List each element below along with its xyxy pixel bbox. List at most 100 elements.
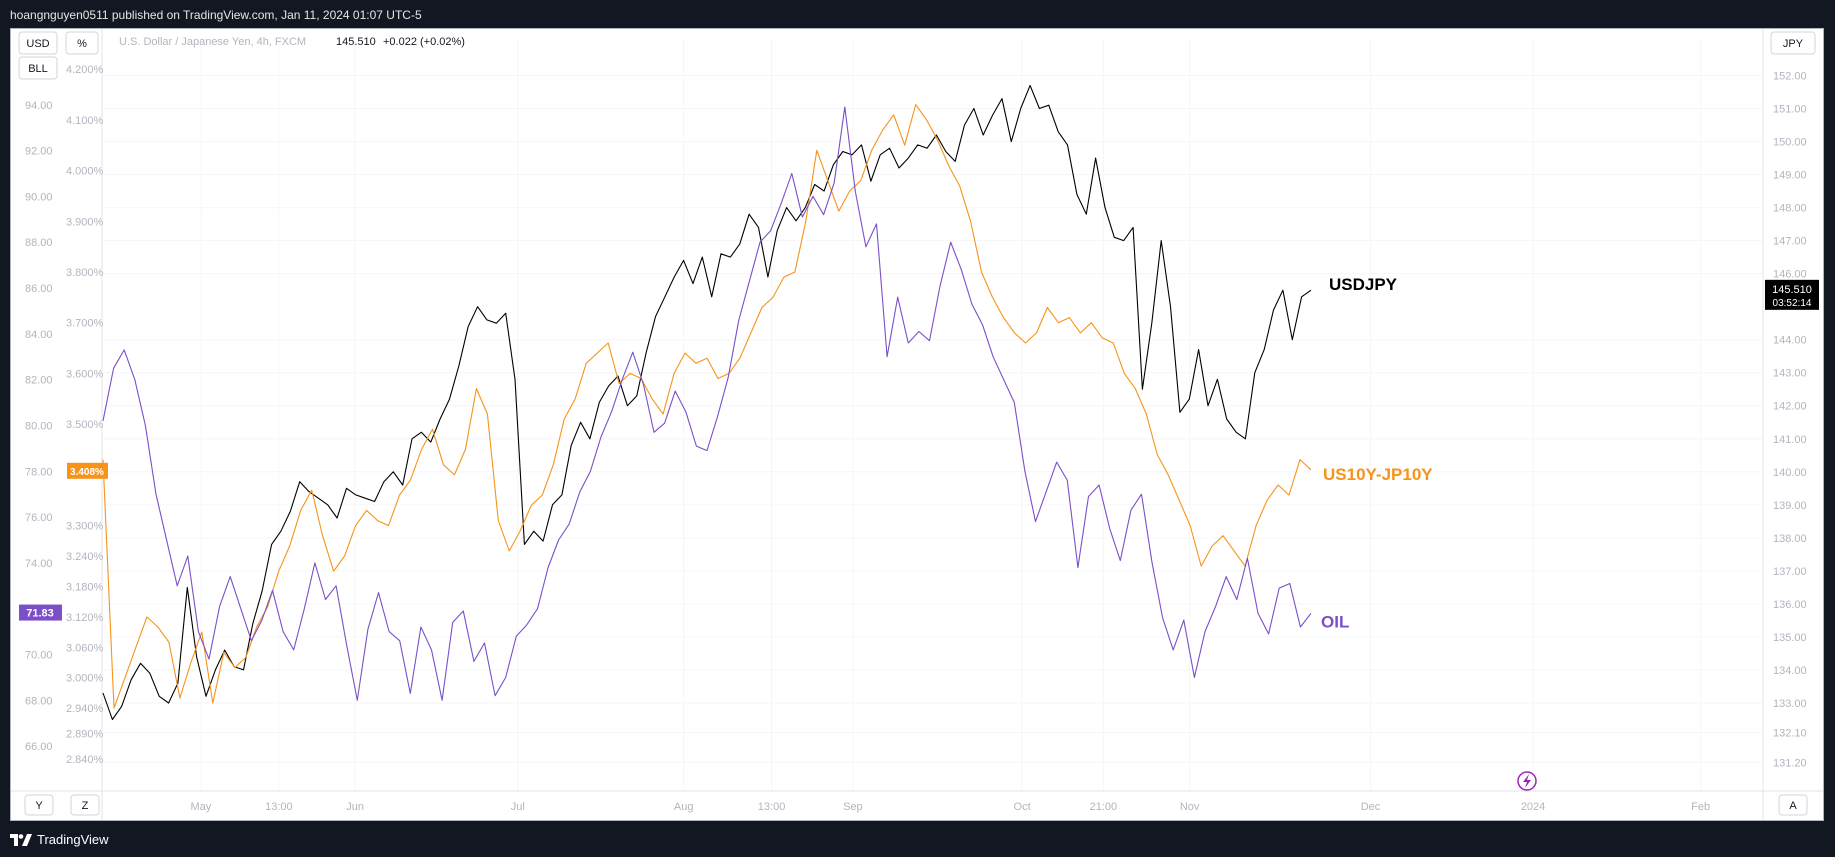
series-name-label: US10Y-JP10Y <box>1323 465 1433 484</box>
right-axis-tick-label: 148.00 <box>1773 203 1807 215</box>
svg-text:Y: Y <box>35 800 43 812</box>
right-axis-tick-label: 133.00 <box>1773 698 1807 710</box>
scale-button-a[interactable]: A <box>1778 794 1808 816</box>
x-axis-tick-label: 13:00 <box>265 801 293 813</box>
axes-layer: 152.00 151.00 150.00 149.00 148.00 147.00 146.… <box>25 64 1807 813</box>
left-axis-spread-tick-label: 3.000% <box>66 673 104 685</box>
x-axis-tick-label: Nov <box>1180 801 1200 813</box>
left-axis-spread-tick-label: 3.900% <box>66 216 104 228</box>
right-axis-tick-label: 149.00 <box>1773 170 1807 182</box>
legend-change: +0.022 (+0.02%) <box>383 36 465 48</box>
left-axis-spread-tick-label: 4.100% <box>66 115 104 127</box>
chart-frame[interactable]: 152.00 151.00 150.00 149.00 148.00 147.00 146.… <box>10 28 1824 821</box>
left-axis-oil-tick-label: 76.00 <box>25 512 53 524</box>
x-axis-tick-label: Jun <box>346 801 364 813</box>
left-axis-spread-tick-label: 3.120% <box>66 612 104 624</box>
left-axis-oil-tick-label: 68.00 <box>25 695 53 707</box>
svg-text:%: % <box>77 38 87 50</box>
right-axis-tick-label: 143.00 <box>1773 368 1807 380</box>
left-axis-oil-tick-label: 78.00 <box>25 466 53 478</box>
right-axis-tick-label: 147.00 <box>1773 236 1807 248</box>
x-axis-tick-label: Dec <box>1361 801 1381 813</box>
lightning-icon[interactable] <box>1517 771 1537 791</box>
right-axis-tick-label: 142.00 <box>1773 401 1807 413</box>
labels-layer: USDJPY US10Y-JP10Y OIL 3.408% 71.83 145.510 03… <box>19 275 1819 631</box>
right-axis-tick-label: 131.20 <box>1773 757 1807 769</box>
right-axis-tick-label: 134.00 <box>1773 665 1807 677</box>
x-axis-tick-label: Jul <box>511 801 525 813</box>
scale-button-percent[interactable]: % <box>65 31 99 55</box>
left-axis-spread-tick-label: 2.890% <box>66 729 104 741</box>
spread-last-value-text: 3.408% <box>70 467 104 478</box>
left-axis-oil-tick-label: 86.00 <box>25 283 53 295</box>
svg-text:Z: Z <box>82 800 89 812</box>
left-axis-oil-tick-label: 84.00 <box>25 329 53 341</box>
series-line-oil[interactable] <box>102 106 1312 701</box>
left-axis-oil-tick-label: 66.00 <box>25 741 53 753</box>
x-axis-tick-label: 21:00 <box>1090 801 1118 813</box>
x-axis-tick-label: 2024 <box>1521 801 1545 813</box>
x-axis-tick-label: Aug <box>674 801 694 813</box>
scale-button-z[interactable]: Z <box>70 794 100 816</box>
series-name-label: OIL <box>1321 612 1349 631</box>
publish-info: hoangnguyen0511 published on TradingView… <box>10 8 422 22</box>
usdjpy-countdown-text: 03:52:14 <box>1773 298 1812 309</box>
left-axis-spread-tick-label: 2.940% <box>66 703 104 715</box>
left-axis-oil-tick-label: 80.00 <box>25 420 53 432</box>
right-axis-tick-label: 135.00 <box>1773 632 1807 644</box>
usdjpy-price-text: 145.510 <box>1772 284 1812 296</box>
grid-layer <box>103 39 1762 791</box>
scale-button-usd[interactable]: USD <box>18 31 58 55</box>
tradingview-brand: TradingView <box>37 832 109 847</box>
x-axis-tick-label: Feb <box>1691 801 1710 813</box>
left-axis-spread-tick-label: 2.840% <box>66 754 104 766</box>
right-axis-tick-label: 141.00 <box>1773 434 1807 446</box>
tradingview-logo[interactable]: TradingView <box>10 832 109 847</box>
x-axis-tick-label: 13:00 <box>758 801 786 813</box>
left-axis-oil-tick-label: 82.00 <box>25 375 53 387</box>
right-axis-tick-label: 132.10 <box>1773 728 1807 740</box>
series-line-us10y-jp10y[interactable] <box>102 104 1312 709</box>
series-line-usdjpy[interactable] <box>102 84 1312 721</box>
left-axis-spread-tick-label: 4.200% <box>66 64 104 76</box>
svg-text:A: A <box>1789 800 1797 812</box>
svg-text:USD: USD <box>26 38 49 50</box>
scale-button-jpy[interactable]: JPY <box>1770 31 1816 55</box>
left-axis-spread-tick-label: 3.300% <box>66 521 104 533</box>
left-axis-oil-tick-label: 92.00 <box>25 146 53 158</box>
series-name-label: USDJPY <box>1329 275 1398 294</box>
scale-button-y[interactable]: Y <box>24 794 54 816</box>
left-axis-spread-tick-label: 3.800% <box>66 267 104 279</box>
left-axis-spread-tick-label: 3.600% <box>66 368 104 380</box>
x-axis-tick-label: Oct <box>1014 801 1031 813</box>
right-axis-tick-label: 152.00 <box>1773 71 1807 83</box>
left-axis-oil-tick-label: 90.00 <box>25 191 53 203</box>
series-layer <box>102 84 1312 721</box>
left-axis-oil-tick-label: 70.00 <box>25 649 53 661</box>
left-axis-oil-tick-label: 88.00 <box>25 237 53 249</box>
footer-bar: TradingView <box>0 821 1835 857</box>
left-axis-spread-tick-label: 3.700% <box>66 318 104 330</box>
left-axis-spread-tick-label: 4.000% <box>66 166 104 178</box>
left-axis-spread-tick-label: 3.500% <box>66 419 104 431</box>
left-axis-oil-tick-label: 74.00 <box>25 558 53 570</box>
oil-last-value-text: 71.83 <box>26 608 54 620</box>
right-axis-tick-label: 139.00 <box>1773 500 1807 512</box>
usdjpy-price-badge <box>1765 279 1819 310</box>
legend-symbol: U.S. Dollar / Japanese Yen, 4h, FXCM <box>119 36 306 48</box>
spread-last-value-badge <box>67 462 108 479</box>
svg-text:BLL: BLL <box>28 63 48 75</box>
right-axis-tick-label: 140.00 <box>1773 467 1807 479</box>
right-axis-tick-label: 144.00 <box>1773 335 1807 347</box>
legend-price: 145.510 <box>336 36 376 48</box>
x-axis-tick-label: May <box>190 801 211 813</box>
oil-last-value-badge <box>19 604 62 621</box>
right-axis-tick-label: 137.00 <box>1773 566 1807 578</box>
scale-button-bll[interactable]: BLL <box>18 56 58 80</box>
right-axis-tick-label: 136.00 <box>1773 599 1807 611</box>
tradingview-logo-icon <box>10 833 32 846</box>
chart-canvas[interactable]: 152.00 151.00 150.00 149.00 148.00 147.00 146.… <box>11 29 1823 820</box>
left-axis-spread-tick-label: 3.180% <box>66 581 104 593</box>
right-axis-tick-label: 138.00 <box>1773 533 1807 545</box>
x-axis-tick-label: Sep <box>843 801 863 813</box>
